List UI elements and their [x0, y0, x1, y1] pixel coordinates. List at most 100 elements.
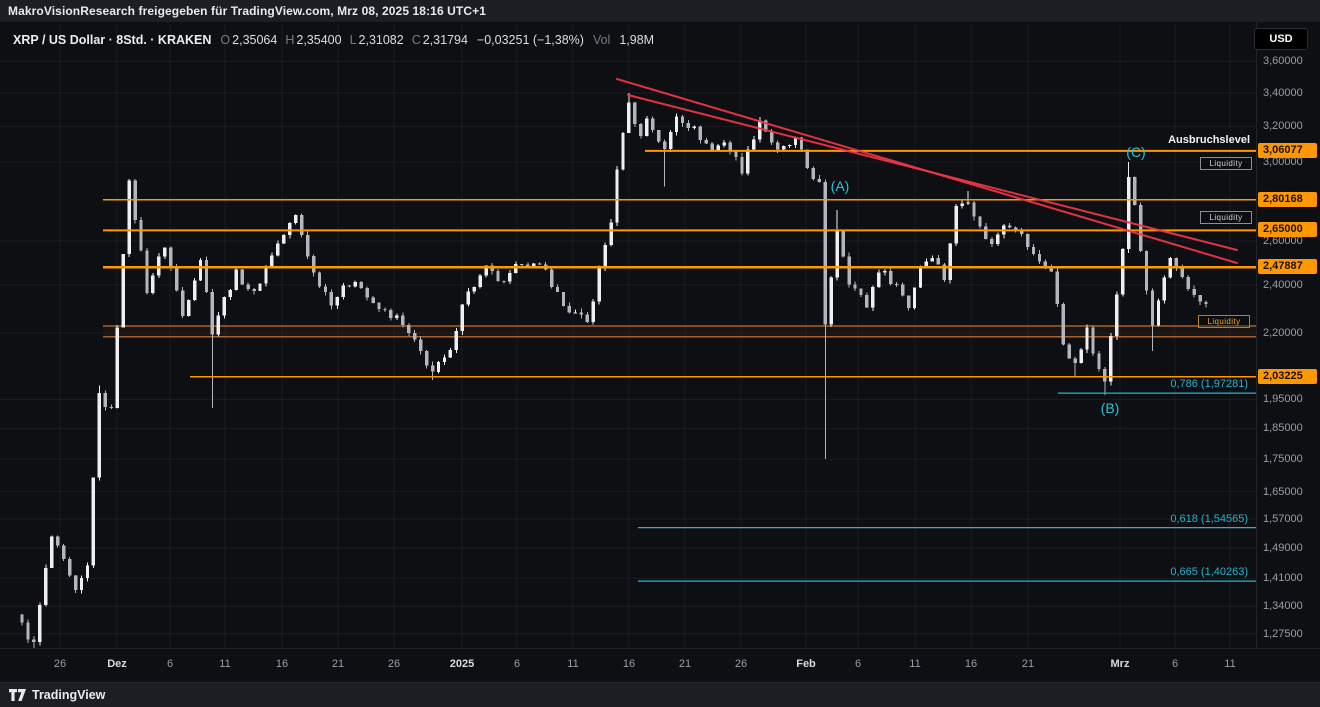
candle[interactable] — [692, 125, 696, 130]
candle[interactable] — [371, 295, 375, 304]
candle[interactable] — [91, 477, 96, 569]
candle[interactable] — [383, 307, 387, 312]
candle[interactable] — [234, 267, 238, 291]
candle[interactable] — [181, 287, 185, 319]
price-level-badge[interactable]: 3,06077 — [1258, 143, 1317, 158]
candle[interactable] — [1198, 294, 1202, 305]
candle[interactable] — [1162, 275, 1167, 304]
candle[interactable] — [210, 288, 215, 408]
candle[interactable] — [216, 312, 221, 337]
candle[interactable] — [163, 247, 167, 260]
candle[interactable] — [656, 130, 661, 143]
candle[interactable] — [1067, 343, 1071, 359]
candle[interactable] — [192, 277, 197, 301]
descending-trendline[interactable] — [627, 94, 1238, 251]
candle[interactable] — [496, 268, 500, 282]
candle[interactable] — [38, 602, 42, 646]
candle[interactable] — [1055, 267, 1059, 308]
elliott-wave-label[interactable]: (B) — [1100, 400, 1120, 416]
candle[interactable] — [1079, 347, 1083, 364]
candle[interactable] — [395, 313, 399, 320]
candle[interactable] — [1138, 202, 1143, 253]
candle[interactable] — [460, 304, 464, 335]
price-axis[interactable]: 3,60000 3,40000 3,20000 3,00000 2,60000 2,400… — [1256, 0, 1320, 648]
candle[interactable] — [889, 267, 893, 286]
candle[interactable] — [359, 280, 363, 289]
candle[interactable] — [918, 265, 923, 289]
candle[interactable] — [1073, 356, 1077, 378]
candle[interactable] — [85, 562, 90, 582]
symbol-title[interactable]: XRP / US Dollar · 8Std. · KRAKEN — [13, 33, 212, 47]
candle[interactable] — [1085, 324, 1089, 354]
candle[interactable] — [787, 144, 792, 148]
candle[interactable] — [823, 179, 827, 460]
candle[interactable] — [353, 280, 357, 288]
candle[interactable] — [1121, 248, 1125, 297]
candle[interactable] — [151, 272, 155, 295]
candle[interactable] — [1061, 302, 1065, 346]
candle[interactable] — [752, 136, 756, 152]
candle[interactable] — [240, 268, 244, 285]
liquidity-zone-label[interactable]: Liquidity — [1200, 157, 1252, 170]
candle[interactable] — [591, 298, 595, 325]
tradingview-wordmark[interactable]: TradingView — [32, 688, 106, 702]
candle[interactable] — [1097, 351, 1101, 372]
candle[interactable] — [549, 267, 554, 289]
candle[interactable] — [1174, 257, 1178, 271]
candle[interactable] — [50, 535, 54, 569]
fib-level-label[interactable]: 0,665 (1,40263) — [1170, 566, 1248, 578]
candle[interactable] — [175, 264, 179, 292]
candle[interactable] — [115, 325, 119, 409]
candle[interactable] — [109, 404, 113, 410]
candle[interactable] — [264, 264, 268, 287]
candle[interactable] — [1008, 222, 1012, 229]
tradingview-logo-icon[interactable] — [9, 689, 26, 701]
candle[interactable] — [377, 302, 381, 312]
candle[interactable] — [996, 232, 1000, 247]
candle[interactable] — [466, 287, 470, 307]
candle[interactable] — [579, 308, 583, 319]
fib-level-label[interactable]: 0,618 (1,54565) — [1170, 513, 1248, 525]
candle[interactable] — [186, 299, 191, 317]
candle[interactable] — [311, 254, 316, 277]
candle[interactable] — [472, 286, 476, 294]
candle[interactable] — [847, 252, 851, 288]
candle[interactable] — [1091, 325, 1095, 357]
candle[interactable] — [651, 116, 655, 133]
candle[interactable] — [1186, 274, 1190, 292]
candle[interactable] — [537, 262, 542, 265]
candle[interactable] — [121, 253, 125, 328]
candle[interactable] — [1115, 291, 1119, 340]
candle[interactable] — [305, 231, 310, 259]
liquidity-zone-label[interactable]: Liquidity — [1200, 211, 1252, 224]
candle[interactable] — [44, 564, 48, 607]
candle[interactable] — [561, 291, 566, 307]
candle[interactable] — [859, 288, 863, 298]
candle[interactable] — [615, 166, 619, 227]
fib-level-label[interactable]: 0,786 (1,97281) — [1170, 378, 1248, 390]
candle[interactable] — [686, 119, 691, 131]
candle[interactable] — [829, 276, 833, 327]
candle[interactable] — [252, 288, 256, 295]
candle[interactable] — [894, 281, 899, 287]
candle[interactable] — [222, 296, 226, 319]
candle[interactable] — [61, 543, 66, 561]
candle[interactable] — [335, 296, 340, 310]
candle[interactable] — [198, 258, 203, 281]
candle[interactable] — [555, 284, 560, 293]
candle[interactable] — [1031, 243, 1036, 256]
candle[interactable] — [1144, 250, 1149, 295]
candle[interactable] — [448, 348, 453, 358]
candle[interactable] — [781, 145, 786, 151]
candle[interactable] — [668, 129, 673, 153]
candle[interactable] — [347, 285, 351, 288]
candle[interactable] — [133, 178, 137, 224]
candle[interactable] — [276, 240, 280, 257]
candle[interactable] — [413, 330, 417, 342]
candle[interactable] — [97, 385, 102, 481]
candle[interactable] — [127, 178, 131, 258]
candle[interactable] — [32, 635, 36, 649]
candle[interactable] — [56, 535, 60, 548]
candle[interactable] — [633, 102, 637, 128]
